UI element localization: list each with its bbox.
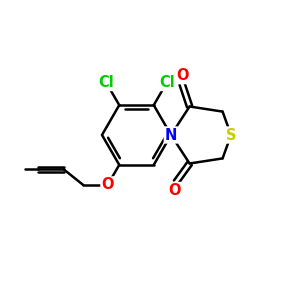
Text: Cl: Cl: [159, 75, 175, 90]
Text: Cl: Cl: [98, 75, 114, 90]
Text: O: O: [168, 183, 181, 198]
Text: N: N: [165, 128, 177, 142]
Text: S: S: [226, 128, 236, 142]
Text: O: O: [101, 177, 114, 192]
Text: O: O: [176, 68, 188, 83]
